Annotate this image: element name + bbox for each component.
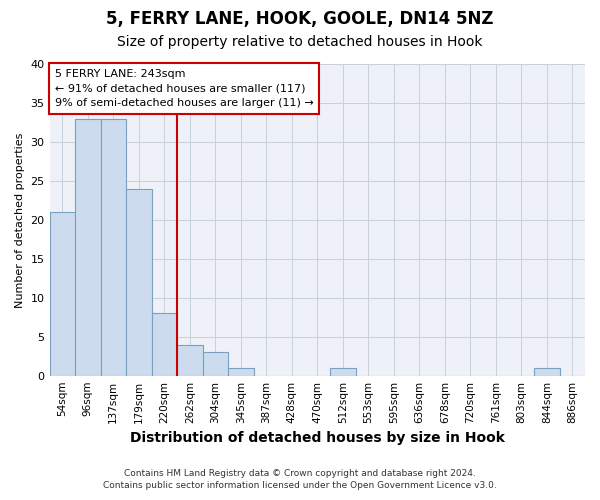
Bar	[228, 368, 254, 376]
Bar	[101, 118, 126, 376]
Bar	[330, 368, 356, 376]
Text: Size of property relative to detached houses in Hook: Size of property relative to detached ho…	[117, 35, 483, 49]
X-axis label: Distribution of detached houses by size in Hook: Distribution of detached houses by size …	[130, 431, 505, 445]
Bar	[534, 368, 560, 376]
Text: 5 FERRY LANE: 243sqm
← 91% of detached houses are smaller (117)
9% of semi-detac: 5 FERRY LANE: 243sqm ← 91% of detached h…	[55, 68, 314, 108]
Text: 5, FERRY LANE, HOOK, GOOLE, DN14 5NZ: 5, FERRY LANE, HOOK, GOOLE, DN14 5NZ	[106, 10, 494, 28]
Bar	[75, 118, 101, 376]
Bar	[50, 212, 75, 376]
Bar	[177, 344, 203, 376]
Bar	[203, 352, 228, 376]
Y-axis label: Number of detached properties: Number of detached properties	[15, 132, 25, 308]
Bar	[152, 314, 177, 376]
Bar	[126, 188, 152, 376]
Text: Contains HM Land Registry data © Crown copyright and database right 2024.
Contai: Contains HM Land Registry data © Crown c…	[103, 468, 497, 490]
